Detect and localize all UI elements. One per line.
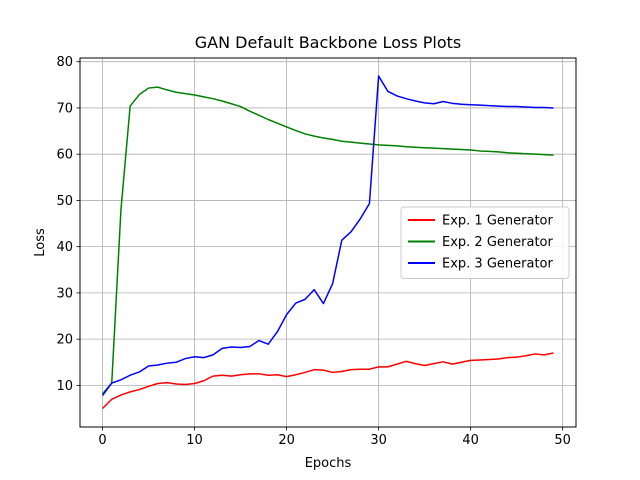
y-tick-label: 50 bbox=[56, 194, 73, 209]
legend-label-exp-2: Exp. 2 Generator bbox=[442, 235, 553, 250]
series-line-exp-3 bbox=[101, 75, 554, 397]
axis-ticks: 0 10 20 30 40 50 10 20 30 40 50 60 70 80 bbox=[56, 55, 570, 448]
y-tick-label: 80 bbox=[56, 55, 73, 70]
x-tick-label: 20 bbox=[278, 433, 295, 448]
legend: Exp. 1 Generator Exp. 2 Generator Exp. 3 G… bbox=[400, 206, 570, 279]
x-tick-label: 50 bbox=[554, 433, 571, 448]
y-tick-label: 30 bbox=[56, 286, 73, 301]
x-axis-title: Epochs bbox=[305, 456, 352, 471]
y-tick-label: 20 bbox=[56, 333, 73, 348]
legend-label-exp-3: Exp. 3 Generator bbox=[442, 257, 553, 272]
x-tick-label: 30 bbox=[370, 433, 387, 448]
plot-frame bbox=[79, 57, 577, 428]
series-line-exp-2 bbox=[101, 86, 554, 395]
y-axis-title: Loss bbox=[33, 228, 48, 257]
y-tick-label: 60 bbox=[56, 148, 73, 163]
series-line-exp-1 bbox=[102, 352, 554, 410]
chart-title: GAN Default Backbone Loss Plots bbox=[195, 33, 461, 52]
y-tick-label: 40 bbox=[56, 240, 73, 255]
x-tick-label: 40 bbox=[462, 433, 479, 448]
legend-label-exp-1: Exp. 1 Generator bbox=[442, 214, 553, 229]
x-tick-label: 10 bbox=[186, 433, 203, 448]
y-tick-label: 70 bbox=[56, 101, 73, 116]
legend-box bbox=[400, 206, 570, 279]
y-tick-label: 10 bbox=[56, 379, 73, 394]
series-lines bbox=[101, 75, 554, 410]
x-tick-label: 0 bbox=[98, 433, 106, 448]
